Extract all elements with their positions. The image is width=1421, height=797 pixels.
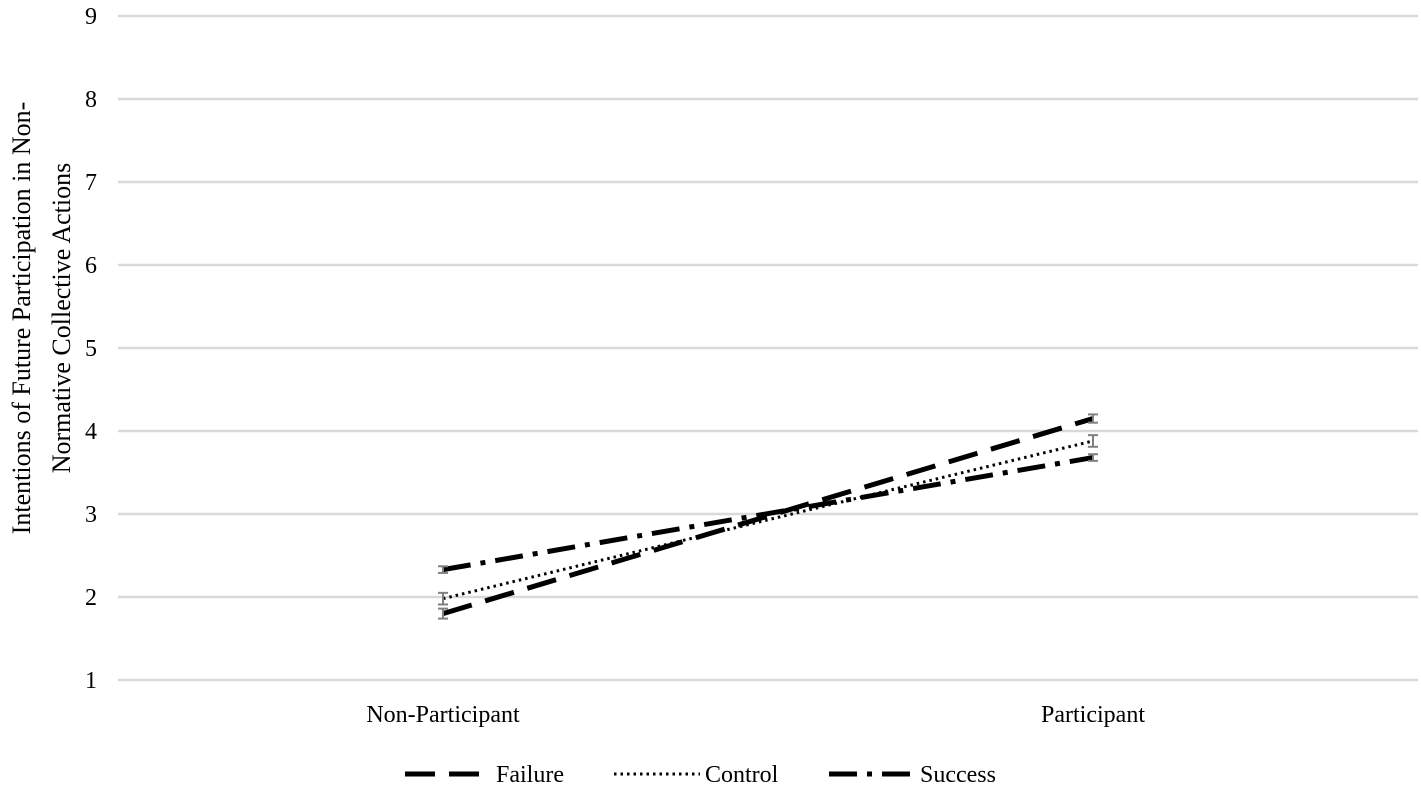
error-bar-success [438, 565, 448, 574]
series-lines [442, 416, 1094, 616]
y-tick-label-3: 3 [85, 502, 97, 528]
y-tick-label-7: 7 [85, 170, 97, 196]
error-bar-failure [438, 607, 448, 620]
legend-item-success: Success [829, 762, 996, 788]
legend-label: Success [920, 762, 996, 788]
legend-label: Control [705, 762, 779, 788]
y-tick-label-6: 6 [85, 253, 97, 279]
error-bar-success [1088, 453, 1098, 462]
error-bar-control [1088, 434, 1098, 448]
y-tick-labels: 1 2 3 4 5 6 7 8 9 [85, 4, 97, 694]
series-line-success [442, 455, 1094, 573]
y-tick-label-4: 4 [85, 419, 97, 445]
y-tick-label-5: 5 [85, 336, 97, 362]
legend-item-control: Control [614, 762, 779, 788]
x-category-labels: Non-Participant Participant [366, 702, 1145, 728]
y-axis-title: Intentions of Future Participation in No… [7, 102, 76, 535]
x-category-label: Non-Participant [366, 702, 520, 728]
error-bar-failure [1088, 413, 1098, 424]
legend: Failure Control Success [405, 762, 996, 788]
x-category-label: Participant [1041, 702, 1145, 728]
series-line-failure [442, 416, 1094, 616]
y-tick-label-8: 8 [85, 87, 97, 113]
gridlines [118, 14, 1418, 682]
series-line-control [442, 439, 1094, 601]
y-axis-title-line-2: Normative Collective Actions [47, 163, 76, 474]
y-tick-label-9: 9 [85, 4, 97, 30]
legend-item-failure: Failure [405, 762, 564, 788]
y-axis-title-line-1: Intentions of Future Participation in No… [7, 102, 36, 535]
y-tick-label-1: 1 [85, 668, 97, 694]
y-tick-label-2: 2 [85, 585, 97, 611]
error-bars [438, 413, 1098, 620]
legend-label: Failure [496, 762, 564, 788]
error-bar-control [438, 591, 448, 606]
